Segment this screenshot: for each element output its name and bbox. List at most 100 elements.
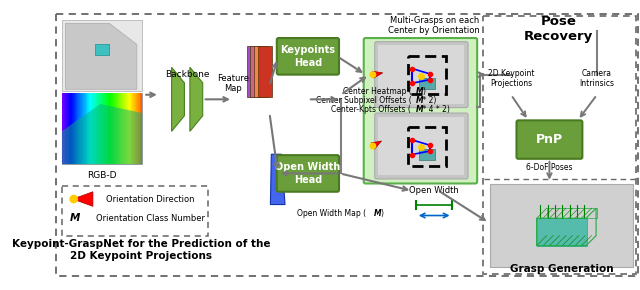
Bar [139,93,140,164]
Polygon shape [250,46,265,97]
Bar [71,93,72,164]
Bar [105,93,106,164]
Bar [122,93,123,164]
Bar [378,117,465,175]
Bar [483,16,636,274]
Bar [138,93,139,164]
Bar [408,56,446,94]
Bar [116,93,118,164]
Bar [123,93,124,164]
Bar [76,93,77,164]
Text: Keypoints
Head: Keypoints Head [280,45,335,68]
Polygon shape [73,192,93,206]
Text: Open Width Map (: Open Width Map ( [297,209,366,218]
Bar [113,93,114,164]
Bar [490,184,633,267]
Bar [62,20,142,91]
Bar [65,93,67,164]
Bar [419,149,435,160]
Bar [101,93,102,164]
Bar [93,93,94,164]
Text: 6-DoF Poses: 6-DoF Poses [526,164,573,173]
Bar [94,93,95,164]
Circle shape [370,143,376,149]
Bar [86,93,88,164]
Bar [125,93,126,164]
Text: M: M [69,213,80,223]
Bar [75,93,76,164]
FancyBboxPatch shape [374,42,468,108]
Text: Orientation Direction: Orientation Direction [106,195,195,204]
Circle shape [370,72,376,77]
Bar [84,93,86,164]
Bar [128,93,129,164]
Text: RGB-D: RGB-D [87,171,117,180]
Text: PnP: PnP [536,133,563,146]
Bar [134,93,135,164]
Bar [111,93,112,164]
Polygon shape [271,154,285,204]
Text: Open Width: Open Width [410,186,459,195]
Text: Center-Kpts Offsets (: Center-Kpts Offsets ( [332,105,412,114]
Bar [107,93,108,164]
Polygon shape [254,46,269,97]
Bar [62,93,142,164]
Bar [83,93,84,164]
Text: Keypoint-GraspNet for the Prediction of the
2D Keypoint Projections: Keypoint-GraspNet for the Prediction of … [12,240,271,261]
Text: Open Width
Head: Open Width Head [275,162,340,185]
Bar [126,93,127,164]
Bar [80,93,81,164]
Bar [89,93,90,164]
Text: Grasp Generation: Grasp Generation [509,264,613,273]
Bar [140,93,141,164]
Text: M: M [416,96,424,105]
Text: Center Heatmap (: Center Heatmap ( [342,87,412,96]
Bar [95,44,109,55]
Bar [103,93,104,164]
Text: ): ) [380,209,383,218]
Polygon shape [372,71,383,78]
Bar [88,93,89,164]
Bar [78,93,79,164]
Bar [90,93,91,164]
Polygon shape [172,67,184,131]
Bar [536,218,587,246]
Text: M: M [416,105,424,114]
Bar [136,93,137,164]
Bar [104,93,105,164]
Bar [419,78,435,89]
Bar [132,93,133,164]
Text: Feature
Map: Feature Map [217,74,249,93]
Bar [95,93,97,164]
Text: Camera
Intrinsics: Camera Intrinsics [579,69,614,88]
Text: * 2): * 2) [420,96,437,105]
Bar [133,93,134,164]
FancyBboxPatch shape [516,120,582,159]
Text: Center Subpixel Offsets (: Center Subpixel Offsets ( [316,96,412,105]
Bar [73,93,74,164]
Polygon shape [190,67,203,131]
Bar [99,93,100,164]
Text: Orientation Class Number: Orientation Class Number [96,214,205,223]
Text: * 4 * 2): * 4 * 2) [420,105,451,114]
Bar [62,186,208,236]
Bar [70,93,71,164]
Bar [108,93,109,164]
Bar [112,93,113,164]
Polygon shape [257,46,272,97]
Bar [137,93,138,164]
Polygon shape [62,104,142,164]
Bar [141,93,142,164]
Bar [81,93,82,164]
Bar [68,93,69,164]
Bar [97,93,99,164]
Bar [115,93,116,164]
Polygon shape [371,141,381,149]
FancyBboxPatch shape [364,38,477,184]
Bar [100,93,101,164]
Bar [102,93,103,164]
Bar [110,93,111,164]
Text: ): ) [422,87,425,96]
Text: Multi-Grasps on each
Center by Orientation: Multi-Grasps on each Center by Orientati… [388,16,480,35]
FancyBboxPatch shape [277,38,339,75]
